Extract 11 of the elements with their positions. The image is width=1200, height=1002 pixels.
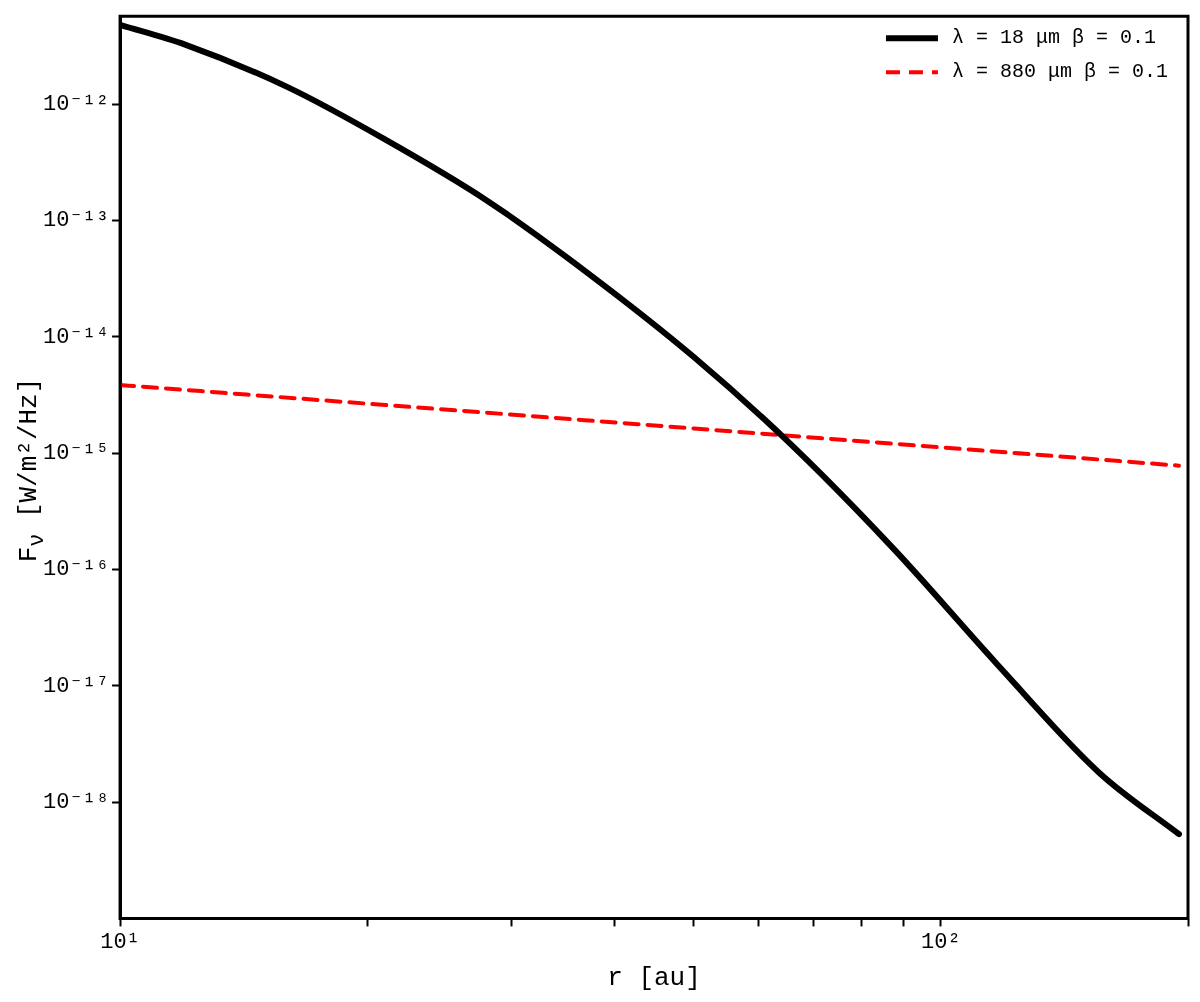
- y-tick-label: 10⁻¹²: [42, 91, 110, 117]
- y-tick-label: 10⁻¹⁷: [42, 673, 110, 699]
- y-tick-label: 10⁻¹⁴: [42, 324, 110, 350]
- y-tick-label: 10⁻¹³: [42, 208, 110, 234]
- legend-label: λ = 880 μm β = 0.1: [951, 60, 1169, 84]
- legend-label: λ = 18 μm β = 0.1: [951, 26, 1157, 50]
- x-axis-title: r [au]: [607, 963, 701, 994]
- y-tick-label: 10⁻¹⁵: [42, 440, 110, 466]
- x-tick-label: 10¹: [100, 930, 140, 956]
- y-tick-label: 10⁻¹⁸: [42, 789, 110, 815]
- x-tick-label: 10²: [921, 930, 961, 956]
